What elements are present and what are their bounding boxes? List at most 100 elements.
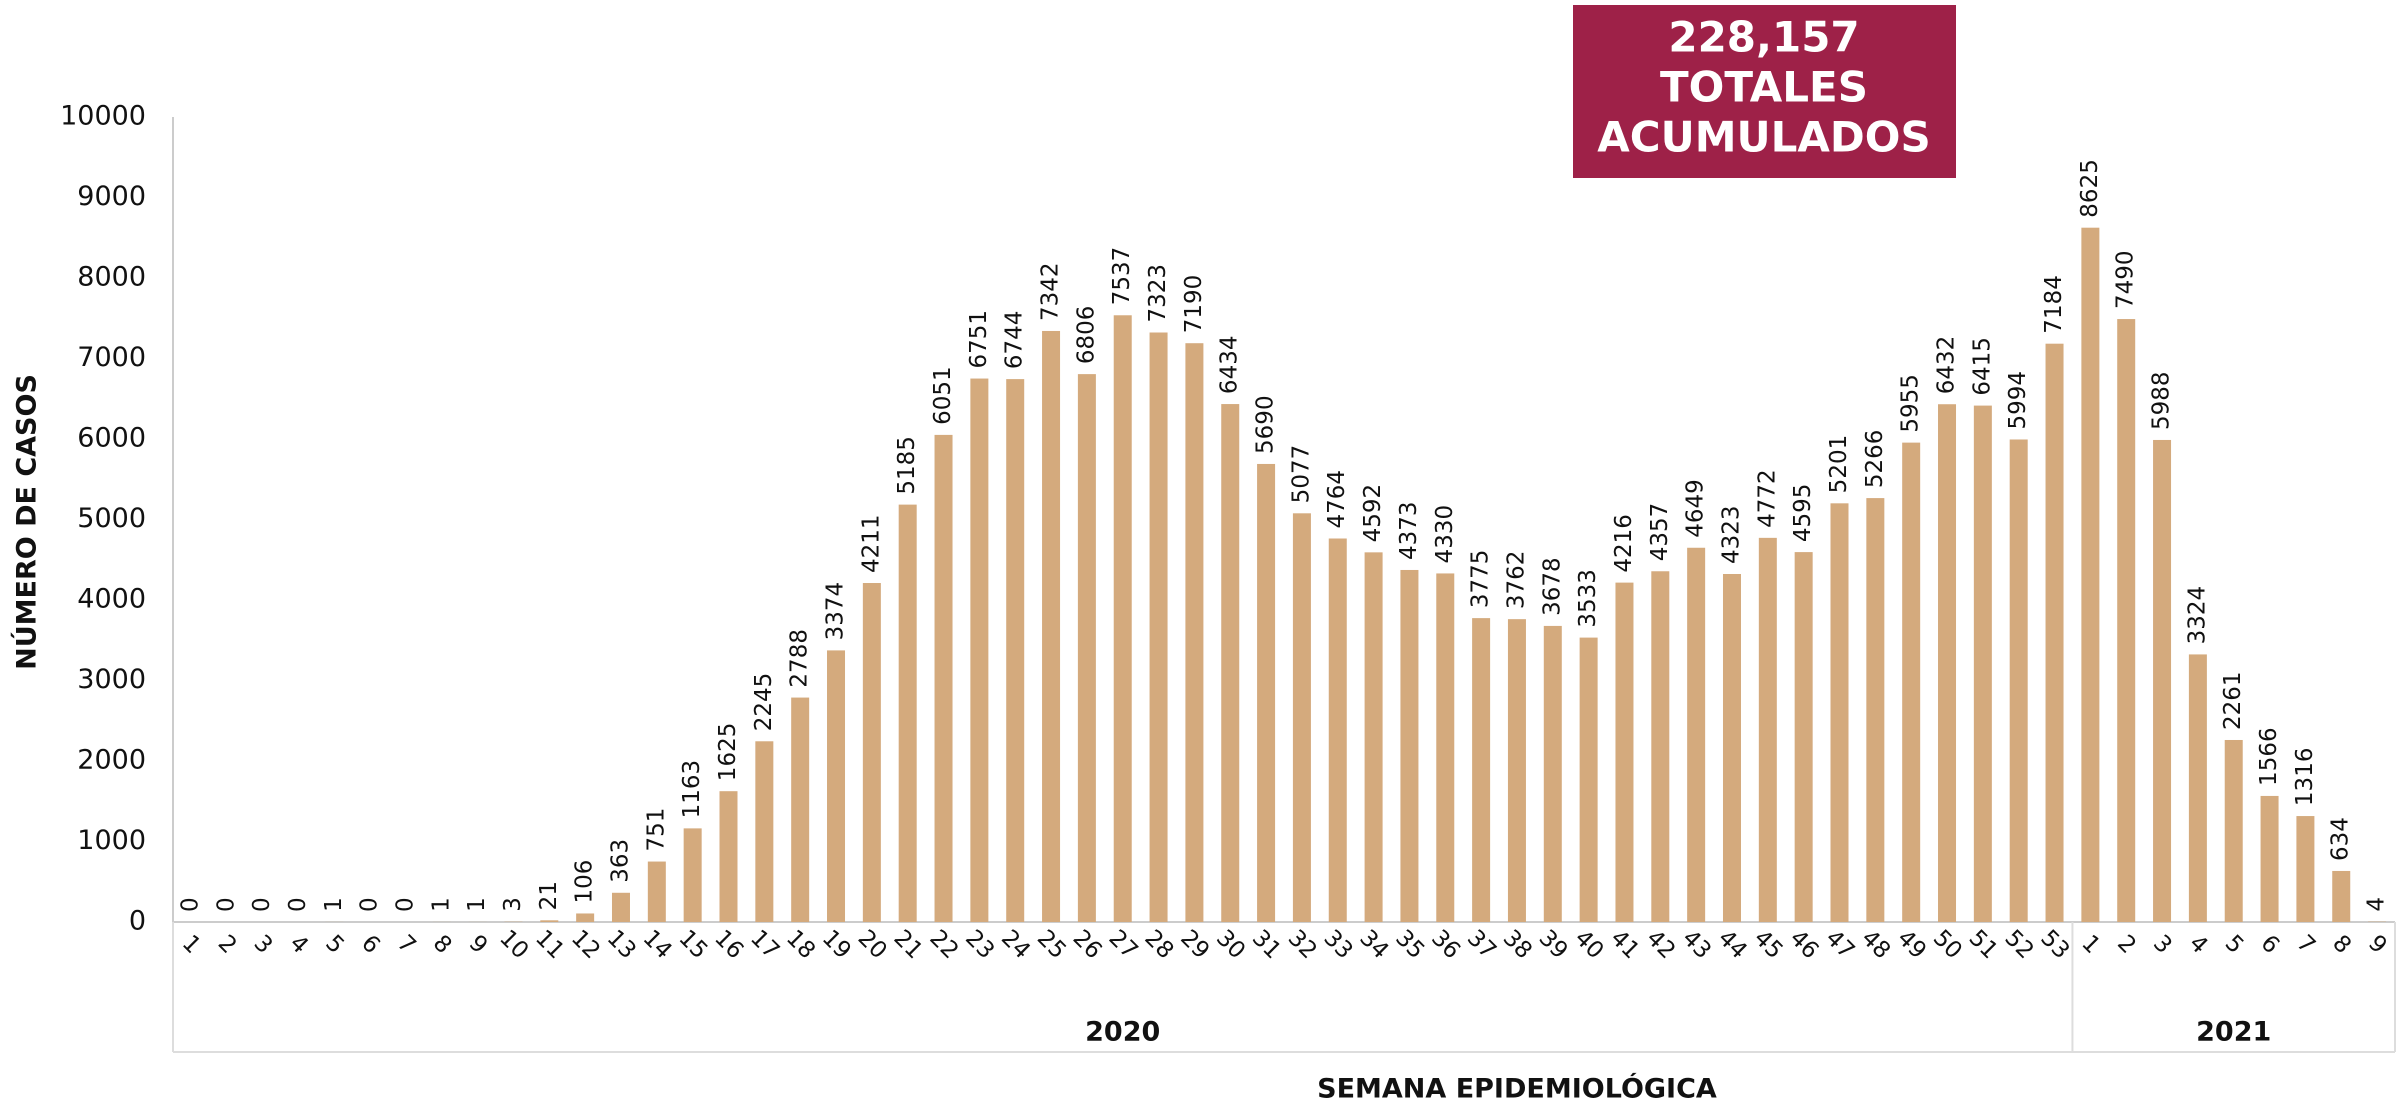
annotation-text: ACUMULADOS: [1597, 113, 1930, 162]
y-tick-label: 0: [129, 906, 146, 937]
value-label: 0: [249, 897, 275, 912]
value-label: 3374: [823, 582, 849, 641]
y-tick-label: 6000: [77, 423, 146, 454]
x-tick-label: 6: [356, 930, 385, 959]
x-tick-label: 3: [249, 930, 278, 959]
value-label: 4323: [1718, 505, 1744, 564]
bar: [647, 861, 666, 922]
x-tick-label: 11: [530, 925, 569, 964]
value-label: 1: [464, 897, 490, 912]
value-label: 2261: [2220, 671, 2246, 730]
value-label: 7184: [2041, 275, 2067, 334]
bar: [2224, 739, 2243, 922]
y-tick-label: 7000: [77, 342, 146, 373]
value-label: 3762: [1503, 551, 1529, 610]
x-tick-label: 45: [1749, 925, 1788, 964]
y-tick-label: 1000: [77, 825, 146, 856]
bar: [1400, 569, 1419, 922]
group-label: 2020: [1085, 1017, 1160, 1048]
y-tick-label: 5000: [77, 503, 146, 534]
x-tick-label: 44: [1713, 925, 1752, 964]
bar: [1364, 552, 1383, 922]
x-tick-label: 22: [924, 925, 963, 964]
bar: [1042, 330, 1061, 922]
value-label: 6434: [1217, 336, 1243, 395]
annotation-text: 228,157: [1668, 13, 1859, 62]
x-tick-label: 21: [889, 925, 928, 964]
group-label: 2021: [2196, 1017, 2271, 1048]
value-label: 4211: [858, 514, 884, 573]
x-tick-label: 28: [1139, 925, 1178, 964]
bar: [2260, 795, 2279, 922]
x-tick-label: 27: [1104, 925, 1143, 964]
bar: [576, 913, 595, 922]
bar: [2045, 343, 2064, 922]
x-tick-label: 1: [177, 930, 206, 959]
y-tick-label: 8000: [77, 262, 146, 293]
bar: [1687, 547, 1706, 922]
value-label: 0: [285, 897, 311, 912]
x-tick-label: 46: [1784, 925, 1823, 964]
bar: [1579, 637, 1598, 922]
x-tick-label: 10: [494, 925, 533, 964]
x-tick-label: 8: [2327, 930, 2356, 959]
x-tick-label: 7: [2291, 930, 2320, 959]
x-tick-label: 5: [2220, 930, 2249, 959]
value-label: 4772: [1754, 469, 1780, 528]
value-label: 0: [357, 897, 383, 912]
bar: [934, 434, 953, 922]
value-label: 363: [607, 839, 633, 883]
y-tick-label: 4000: [77, 584, 146, 615]
value-label: 3775: [1468, 550, 1494, 609]
x-tick-label: 5: [320, 930, 349, 959]
y-tick-label: 3000: [77, 664, 146, 695]
x-tick-label: 4: [2184, 930, 2213, 959]
x-tick-label: 14: [638, 925, 677, 964]
x-tick-label: 49: [1892, 925, 1931, 964]
bar: [2081, 227, 2100, 922]
value-label: 634: [2328, 817, 2354, 861]
bar: [1257, 463, 1276, 922]
x-tick-label: 12: [566, 925, 605, 964]
value-label: 4330: [1432, 505, 1458, 564]
x-tick-label: 32: [1283, 925, 1322, 964]
value-label: 5185: [894, 436, 920, 495]
value-label: 5988: [2149, 371, 2175, 430]
bar: [1185, 343, 1204, 923]
x-tick-label: 23: [960, 925, 999, 964]
x-tick-label: 3: [2148, 930, 2177, 959]
value-label: 6051: [930, 366, 956, 425]
value-label: 3324: [2184, 586, 2210, 645]
value-label: 7490: [2113, 251, 2139, 310]
value-label: 106: [572, 860, 598, 904]
bar: [719, 791, 738, 922]
bar: [1830, 503, 1849, 922]
value-label: 1163: [679, 760, 705, 819]
x-tick-label: 2: [213, 930, 242, 959]
value-label: 4357: [1647, 503, 1673, 562]
value-label: 8625: [2077, 159, 2103, 218]
x-tick-label: 38: [1498, 925, 1537, 964]
bar: [1722, 573, 1741, 922]
value-label: 2788: [787, 629, 813, 688]
x-tick-label: 47: [1820, 925, 1859, 964]
value-label: 3678: [1539, 557, 1565, 616]
x-tick-label: 17: [745, 925, 784, 964]
value-label: 4764: [1324, 470, 1350, 529]
annotation-text: TOTALES: [1660, 63, 1868, 112]
x-tick-label: 24: [996, 925, 1035, 964]
value-label: 7537: [1109, 247, 1135, 306]
y-axis-title: NÚMERO DE CASOS: [11, 374, 43, 670]
bar: [970, 378, 989, 922]
bar: [1006, 379, 1025, 922]
x-tick-label: 9: [2363, 930, 2392, 959]
bar: [2153, 439, 2172, 922]
x-tick-label: 33: [1319, 925, 1358, 964]
bar: [862, 583, 881, 922]
bar: [755, 741, 774, 922]
x-tick-label: 1: [2076, 930, 2105, 959]
value-label: 4216: [1611, 514, 1637, 573]
bar: [1758, 537, 1777, 922]
x-tick-label: 29: [1175, 925, 1214, 964]
bar: [1615, 582, 1634, 922]
